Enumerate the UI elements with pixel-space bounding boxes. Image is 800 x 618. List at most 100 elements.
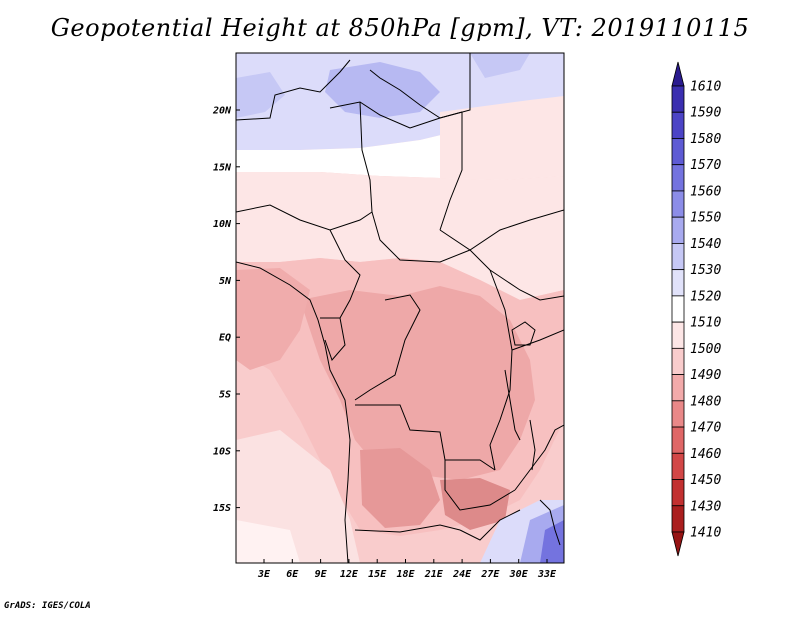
nigeria-border xyxy=(236,204,373,231)
sudan-north-border xyxy=(439,112,463,231)
colorbar-swatch xyxy=(671,505,685,533)
colorbar-label: 1540 xyxy=(690,237,721,252)
colorbar-swatch xyxy=(671,479,685,507)
colorbar-swatch xyxy=(671,85,685,113)
colorbar-bottom-triangle xyxy=(671,531,685,557)
colorbar-swatch xyxy=(671,269,685,297)
map-title: Geopotential Height at 850hPa [gpm], VT:… xyxy=(50,14,750,42)
country-borders xyxy=(236,53,564,563)
zimbabwe-border xyxy=(459,509,521,541)
colorbar-label: 1530 xyxy=(690,263,721,278)
field-1560-se xyxy=(540,520,564,563)
lake-malawi xyxy=(529,419,536,471)
gabon-border xyxy=(320,317,346,361)
colorbar-top-triangle xyxy=(671,61,685,87)
colorbar: 1610 1590 1580 1570 1560 1550 1540 1530 1520 1510… xyxy=(671,61,721,557)
lat-tick-label: 15S xyxy=(213,503,231,514)
colorbar-label: 1450 xyxy=(690,473,721,488)
lake-victoria xyxy=(511,321,536,346)
lat-tick-label: EQ xyxy=(219,333,231,344)
colorbar-swatch xyxy=(671,452,685,480)
libya-egypt-border xyxy=(369,53,471,119)
colorbar-swatch xyxy=(671,111,685,139)
lake-tanganyika xyxy=(504,369,521,441)
libya-algeria-border xyxy=(236,59,351,121)
colorbar-swatch xyxy=(671,295,685,323)
colorbar-swatch xyxy=(671,190,685,218)
chad-libya-border xyxy=(329,101,463,129)
field-1500-sahel xyxy=(236,172,564,300)
latitude-axis: 20N 15N 10N 5N EQ 5S 10S 15S xyxy=(212,106,240,514)
colorbar-label: 1460 xyxy=(690,447,721,462)
colorbar-label: 1590 xyxy=(690,106,721,121)
colorbar-swatch xyxy=(671,400,685,428)
colorbar-swatch xyxy=(671,347,685,375)
field-1500-east xyxy=(440,96,564,180)
colorbar-label: 1510 xyxy=(690,316,721,331)
colorbar-swatch xyxy=(671,138,685,166)
lon-tick-label: 24E xyxy=(452,569,472,580)
colorbar-label: 1570 xyxy=(690,158,721,173)
colorbar-label: 1410 xyxy=(690,526,721,541)
lon-tick-label: 30E xyxy=(509,569,529,580)
lon-tick-label: 12E xyxy=(340,569,359,580)
colorbar-label: 1520 xyxy=(690,289,721,304)
lon-tick-label: 6E xyxy=(286,569,299,580)
lat-tick-label: 10S xyxy=(213,446,231,457)
colorbar-label: 1480 xyxy=(690,394,721,409)
credit-label: GrADS: IGES/COLA xyxy=(4,601,91,611)
south-sudan-border xyxy=(489,269,564,301)
colorbar-swatch xyxy=(671,321,685,349)
congo-drc-border xyxy=(354,294,421,401)
east-coast-se xyxy=(539,499,561,546)
drc-angola-border xyxy=(355,404,496,471)
colorbar-label: 1610 xyxy=(690,80,721,95)
colorbar-swatch xyxy=(671,374,685,402)
lat-tick-label: 5N xyxy=(219,276,232,287)
west-coast xyxy=(236,261,351,563)
field-1470-angola xyxy=(360,448,440,528)
lon-tick-label: 33E xyxy=(537,569,557,580)
car-border xyxy=(371,211,491,271)
angola-namibia-border xyxy=(354,524,461,533)
lon-tick-label: 3E xyxy=(257,569,271,580)
field-1510-sw xyxy=(236,520,300,563)
colorbar-label: 1430 xyxy=(690,499,721,514)
colorbar-swatch xyxy=(671,426,685,454)
lon-tick-label: 9E xyxy=(315,569,328,580)
field-1530-ne xyxy=(470,53,530,78)
sudan-south-border xyxy=(439,209,564,251)
field-1530-nw xyxy=(236,72,285,118)
longitude-axis: 3E 6E 9E 12E 15E 18E 21E 24E 27E 30E 33E xyxy=(257,559,557,580)
lat-tick-label: 20N xyxy=(212,106,232,117)
lat-tick-label: 15N xyxy=(213,162,232,173)
field-1480-congo xyxy=(300,286,535,480)
plot-frame xyxy=(235,52,565,564)
lat-tick-label: 10N xyxy=(213,219,232,230)
height-field xyxy=(236,53,564,563)
colorbar-label: 1500 xyxy=(690,342,721,357)
niger-chad-border xyxy=(359,101,373,213)
field-1460-zambia xyxy=(440,478,510,530)
zambia-border xyxy=(444,460,516,511)
colorbar-label: 1560 xyxy=(690,184,721,199)
mozambique-border xyxy=(514,424,564,491)
lon-tick-label: 27E xyxy=(480,569,500,580)
tanzania-border xyxy=(511,329,564,351)
colorbar-swatch xyxy=(671,243,685,271)
field-1480-west xyxy=(236,268,310,370)
lon-tick-label: 15E xyxy=(368,569,387,580)
colorbar-label: 1580 xyxy=(690,132,721,147)
lon-tick-label: 18E xyxy=(396,569,415,580)
drc-east-border xyxy=(489,269,513,471)
colorbar-label: 1550 xyxy=(690,211,721,226)
colorbar-swatch xyxy=(671,216,685,244)
colorbar-label: 1470 xyxy=(690,421,721,436)
lat-tick-label: 5S xyxy=(219,390,231,401)
field-1530-libya xyxy=(325,62,440,118)
colorbar-swatch xyxy=(671,164,685,192)
colorbar-label: 1490 xyxy=(690,368,721,383)
cameroon-border xyxy=(329,229,361,319)
lon-tick-label: 21E xyxy=(424,569,444,580)
